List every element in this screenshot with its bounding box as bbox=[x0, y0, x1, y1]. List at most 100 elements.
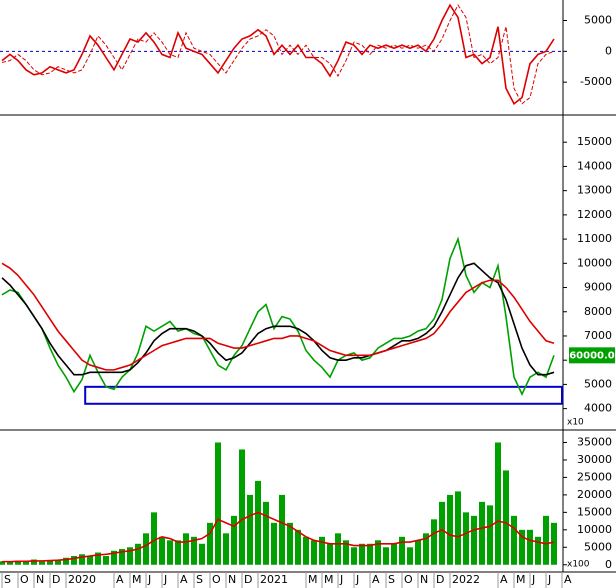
volume-bar bbox=[343, 540, 349, 565]
series-line bbox=[1, 262, 555, 376]
series-line bbox=[2, 511, 555, 563]
price-tag: 60000.0 bbox=[569, 350, 615, 361]
volume-bar bbox=[159, 536, 165, 565]
volume-bar bbox=[215, 442, 221, 565]
x-tick-label: J bbox=[355, 573, 359, 586]
volume-bar bbox=[391, 543, 397, 565]
series-line bbox=[1, 236, 555, 396]
volume-bar bbox=[503, 470, 509, 565]
volume-bar bbox=[335, 533, 341, 565]
volume-bar bbox=[375, 540, 381, 565]
x-tick-label: J bbox=[547, 573, 551, 586]
x-tick-label: 2020 bbox=[68, 573, 96, 586]
x-tick-label: M bbox=[132, 573, 142, 586]
volume-bar bbox=[7, 561, 13, 565]
volume-bar bbox=[55, 559, 61, 565]
volume-bar bbox=[535, 536, 541, 565]
volume-bar bbox=[87, 556, 93, 565]
x-tick-label: D bbox=[436, 573, 444, 586]
volume-bar bbox=[119, 549, 125, 565]
volume-bar bbox=[31, 559, 37, 565]
x-tick-label: S bbox=[4, 573, 11, 586]
volume-bar bbox=[415, 540, 421, 565]
volume-bar bbox=[543, 515, 549, 565]
volume-bar bbox=[383, 547, 389, 565]
volume-bar bbox=[447, 494, 453, 565]
x-tick-label: M bbox=[516, 573, 526, 586]
x-tick-label: A bbox=[372, 573, 380, 586]
x-tick-label: O bbox=[20, 573, 29, 586]
volume-bar bbox=[399, 536, 405, 565]
volume-bar bbox=[207, 522, 213, 565]
volume-bar bbox=[71, 556, 77, 565]
volume-bar bbox=[247, 494, 253, 565]
volume-bar bbox=[167, 540, 173, 565]
y-tick-label: 5000 bbox=[584, 540, 612, 553]
volume-bar bbox=[39, 561, 45, 565]
volume-bar bbox=[263, 501, 269, 565]
x-tick-label: N bbox=[36, 573, 44, 586]
series-line bbox=[1, 3, 555, 105]
y-tick-label: 11000 bbox=[577, 232, 612, 245]
x-tick-label: J bbox=[147, 573, 151, 586]
x-tick-label: N bbox=[228, 573, 236, 586]
unit-label: x100 bbox=[567, 560, 590, 570]
volume-bar bbox=[151, 512, 157, 565]
volume-bar bbox=[175, 540, 181, 565]
volume-bar bbox=[199, 543, 205, 565]
volume-bar bbox=[551, 522, 557, 565]
volume-bar bbox=[431, 519, 437, 565]
volume-bar bbox=[103, 556, 109, 565]
x-tick-label: A bbox=[116, 573, 124, 586]
volume-bar bbox=[287, 522, 293, 565]
volume-bar bbox=[479, 501, 485, 565]
volume-bar bbox=[423, 533, 429, 565]
series-line bbox=[1, 4, 555, 105]
volume-bar bbox=[47, 560, 53, 565]
y-tick-label: 5000 bbox=[584, 14, 612, 27]
y-tick-label: 10000 bbox=[577, 523, 612, 536]
y-tick-label: 5000 bbox=[584, 377, 612, 390]
y-tick-label: 12000 bbox=[577, 208, 612, 221]
x-tick-label: N bbox=[420, 573, 428, 586]
volume-bar bbox=[319, 536, 325, 565]
volume-bar bbox=[295, 529, 301, 565]
volume-bar bbox=[255, 480, 261, 565]
x-tick-label: 2021 bbox=[260, 573, 288, 586]
volume-bar bbox=[351, 547, 357, 565]
x-tick-label: O bbox=[212, 573, 221, 586]
x-tick-label: J bbox=[339, 573, 343, 586]
volume-bar bbox=[231, 515, 237, 565]
series-line bbox=[1, 262, 555, 371]
y-tick-label: 15000 bbox=[577, 135, 612, 148]
x-tick-label: A bbox=[180, 573, 188, 586]
volume-bar bbox=[15, 560, 21, 565]
x-tick-label: D bbox=[244, 573, 252, 586]
volume-bar bbox=[63, 557, 69, 565]
volume-bar bbox=[455, 491, 461, 565]
volume-bar bbox=[367, 543, 373, 565]
x-tick-label: S bbox=[196, 573, 203, 586]
volume-bar bbox=[463, 512, 469, 565]
volume-bar bbox=[143, 533, 149, 565]
volume-bar bbox=[95, 552, 101, 565]
x-tick-label: 2022 bbox=[452, 573, 480, 586]
y-tick-label: 4000 bbox=[584, 402, 612, 415]
volume-bar bbox=[439, 501, 445, 565]
y-tick-label: 25000 bbox=[577, 470, 612, 483]
y-tick-label: 9000 bbox=[584, 281, 612, 294]
y-tick-label: 0 bbox=[605, 558, 612, 571]
x-tick-label: A bbox=[500, 573, 508, 586]
volume-bar bbox=[127, 547, 133, 565]
volume-bar bbox=[471, 515, 477, 565]
volume-bar bbox=[359, 543, 365, 565]
volume-bar bbox=[519, 529, 525, 565]
y-tick-label: 14000 bbox=[577, 159, 612, 172]
volume-bar bbox=[239, 449, 245, 565]
volume-bar bbox=[495, 442, 501, 565]
x-tick-label: M bbox=[308, 573, 318, 586]
x-tick-label: M bbox=[324, 573, 334, 586]
y-tick-label: -5000 bbox=[580, 75, 612, 88]
volume-bar bbox=[23, 561, 29, 565]
